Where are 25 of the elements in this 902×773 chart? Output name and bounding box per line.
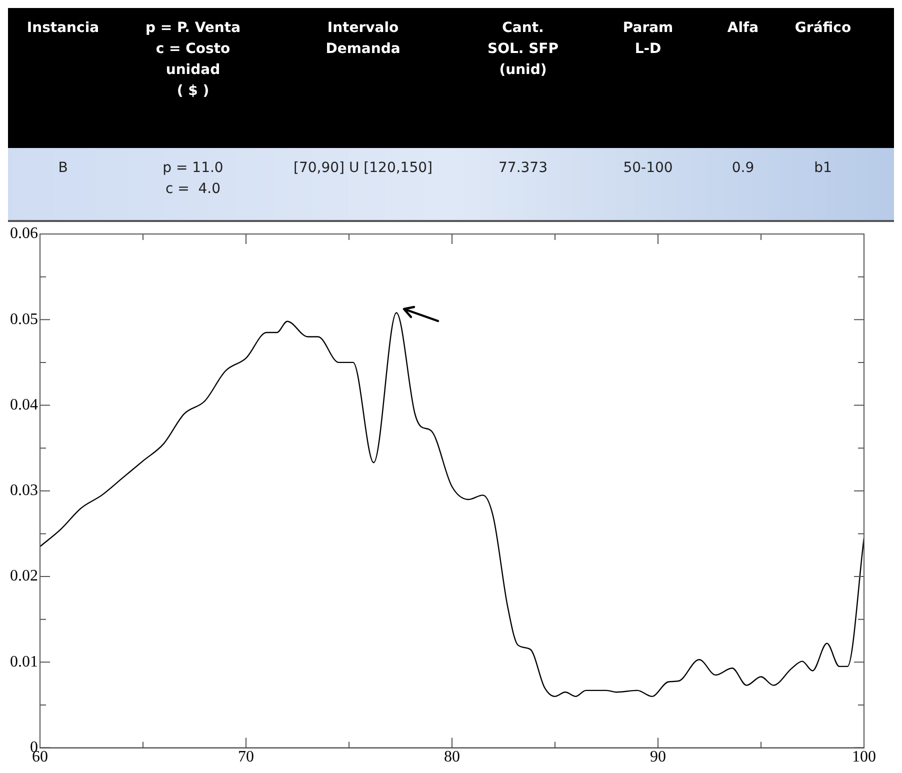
- text: Param L-D: [622, 19, 674, 59]
- text: [70,90] U [120,150]: [292, 159, 434, 178]
- text: Intervalo Demanda: [324, 19, 402, 59]
- y-tick-label: 0.02: [10, 568, 38, 585]
- text: Gráfico: [794, 19, 852, 38]
- text: B: [57, 159, 69, 178]
- text: p = P. Venta c = Costo unidad ( $ ): [144, 19, 242, 101]
- x-tick-label: 100: [852, 748, 876, 766]
- text: Instancia: [26, 19, 100, 38]
- text: Cant. SOL. SFP (unid): [486, 19, 560, 80]
- line-series: [40, 312, 864, 698]
- text: Alfa: [726, 19, 760, 38]
- y-tick-label: 0.03: [10, 482, 38, 500]
- y-tick-label: 0.01: [10, 653, 38, 670]
- text: p = 11.0 c = 4.0: [162, 159, 224, 199]
- x-tick-label: 70: [238, 748, 254, 766]
- y-tick-label: 0.06: [10, 225, 38, 242]
- text: 50-100: [622, 159, 674, 178]
- text: 77.373: [498, 159, 548, 178]
- text: 0.9: [730, 159, 756, 178]
- y-tick-label: 0.05: [10, 310, 38, 328]
- x-tick-label: 90: [650, 748, 666, 766]
- text: b1: [813, 159, 833, 178]
- x-tick-label: 80: [444, 748, 460, 766]
- y-tick-label: 0.04: [10, 396, 38, 414]
